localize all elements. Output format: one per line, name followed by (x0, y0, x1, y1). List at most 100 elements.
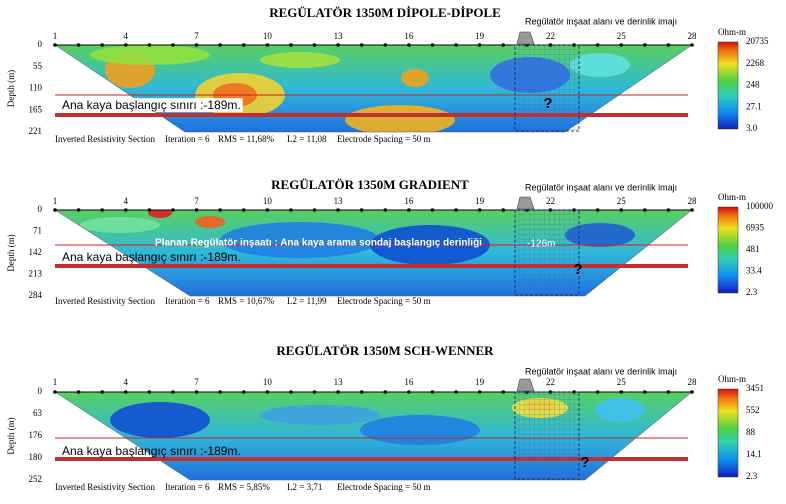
electrode (477, 208, 482, 212)
electrode-label: 10 (263, 31, 273, 41)
structure-icon (516, 196, 535, 210)
color-scale (717, 388, 739, 478)
electrode-label: 22 (546, 196, 555, 206)
electrode (690, 208, 694, 212)
construction-area (514, 391, 580, 480)
plan-label: Planan Regülatör inşaatı : Ana kaya aram… (155, 238, 482, 249)
depth-tick-label: 165 (29, 104, 43, 114)
electrode (430, 43, 435, 47)
footer-text: RMS = 10,67% (218, 296, 275, 306)
electrode (643, 390, 647, 394)
electrode-label: 19 (475, 196, 485, 206)
scale-label: 88 (746, 427, 756, 437)
electrode (643, 43, 647, 47)
electrode-label: 4 (124, 377, 129, 387)
electrode (336, 390, 340, 394)
scale-unit: Ohm-m (718, 192, 746, 202)
electrode-label: 7 (194, 377, 199, 387)
scale-label: 20735 (746, 36, 769, 46)
electrode (407, 43, 411, 47)
electrode (312, 208, 317, 212)
site-annotation: Regülatör inşaat alanı ve derinlik imajı (525, 16, 677, 26)
footer-text: Iteration = 6 (165, 134, 210, 144)
resistivity-zone (595, 398, 645, 422)
scale-label: 100000 (746, 201, 774, 211)
bedrock-label: Ana kaya başlangıç sınırı :-189m. (62, 250, 241, 264)
section (55, 45, 692, 132)
electrode (359, 390, 364, 394)
depth-tick-label: 176 (29, 430, 43, 440)
electrode (312, 43, 317, 47)
electrode-label: 7 (194, 31, 199, 41)
footer-text: L2 = 11,08 (287, 134, 327, 144)
electrode-label: 4 (124, 31, 129, 41)
electrode (666, 43, 671, 47)
electrode (477, 43, 482, 47)
depth-tick-label: 0 (38, 204, 43, 214)
electrode (619, 208, 624, 212)
electrode (147, 43, 152, 47)
depth-axis-label: Depth (m) (6, 417, 16, 454)
electrode (171, 390, 175, 394)
electrode-label: 4 (124, 196, 129, 206)
panel: REGÜLATÖR 1350M SCH-WENNER 1 4 7 10 13 16 19 22 2… (6, 343, 764, 492)
electrode (123, 208, 128, 212)
resistivity-zone (360, 415, 480, 445)
structure-icon (516, 378, 535, 392)
color-scale (717, 206, 739, 294)
resistivity-zone (90, 45, 210, 65)
footer-text: Electrode Spacing = 50 m (337, 482, 431, 492)
electrode (194, 390, 199, 394)
electrode (241, 390, 246, 394)
resistivity-zone (345, 105, 455, 132)
electrode (407, 208, 411, 212)
bedrock-label: Ana kaya başlangıç sınırı :-189m. (62, 444, 241, 458)
resistivity-zone (80, 217, 160, 233)
footer-text: Inverted Resistivity Section (55, 296, 155, 306)
electrode (147, 208, 152, 212)
scale-label: 2268 (746, 58, 765, 68)
electrode-label: 19 (475, 31, 485, 41)
electrode-label: 19 (475, 377, 485, 387)
resistivity-zone (260, 405, 380, 425)
electrode (407, 390, 411, 394)
scale-unit: Ohm-m (718, 374, 746, 384)
electrode (53, 208, 57, 212)
plan-depth: -126m (527, 239, 555, 250)
construction-area (514, 44, 580, 132)
electrode (477, 390, 482, 394)
footer-text: L2 = 11,99 (287, 296, 327, 306)
electrode (53, 43, 57, 47)
electrode (53, 390, 57, 394)
electrode (619, 43, 624, 47)
electrode-label: 28 (688, 196, 698, 206)
electrode (690, 390, 694, 394)
scale-label: 27.1 (746, 101, 762, 111)
scale-label: 248 (746, 80, 760, 90)
footer-text: Inverted Resistivity Section (55, 134, 155, 144)
electrode-label: 25 (617, 196, 627, 206)
scale-label: 2.3 (746, 471, 758, 481)
footer-text: RMS = 5,85% (218, 482, 270, 492)
electrode (430, 208, 435, 212)
electrode (454, 43, 458, 47)
electrode (218, 43, 222, 47)
electrode (76, 43, 81, 47)
depth-tick-label: 213 (29, 269, 43, 279)
scale-label: 2.3 (746, 287, 758, 297)
depth-tick-label: 55 (33, 61, 43, 71)
structure-icon (516, 31, 535, 45)
electrode (289, 390, 293, 394)
site-annotation: Regülatör inşaat alanı ve derinlik imajı (525, 366, 677, 376)
footer-text: Iteration = 6 (165, 482, 210, 492)
depth-tick-label: 71 (33, 226, 42, 236)
scale-label: 14.1 (746, 449, 762, 459)
footer-text: Electrode Spacing = 50 m (337, 296, 431, 306)
electrode (218, 208, 222, 212)
electrode-label: 13 (334, 196, 344, 206)
electrode (312, 390, 317, 394)
electrode-label: 25 (617, 31, 627, 41)
depth-tick-label: 142 (29, 247, 43, 257)
